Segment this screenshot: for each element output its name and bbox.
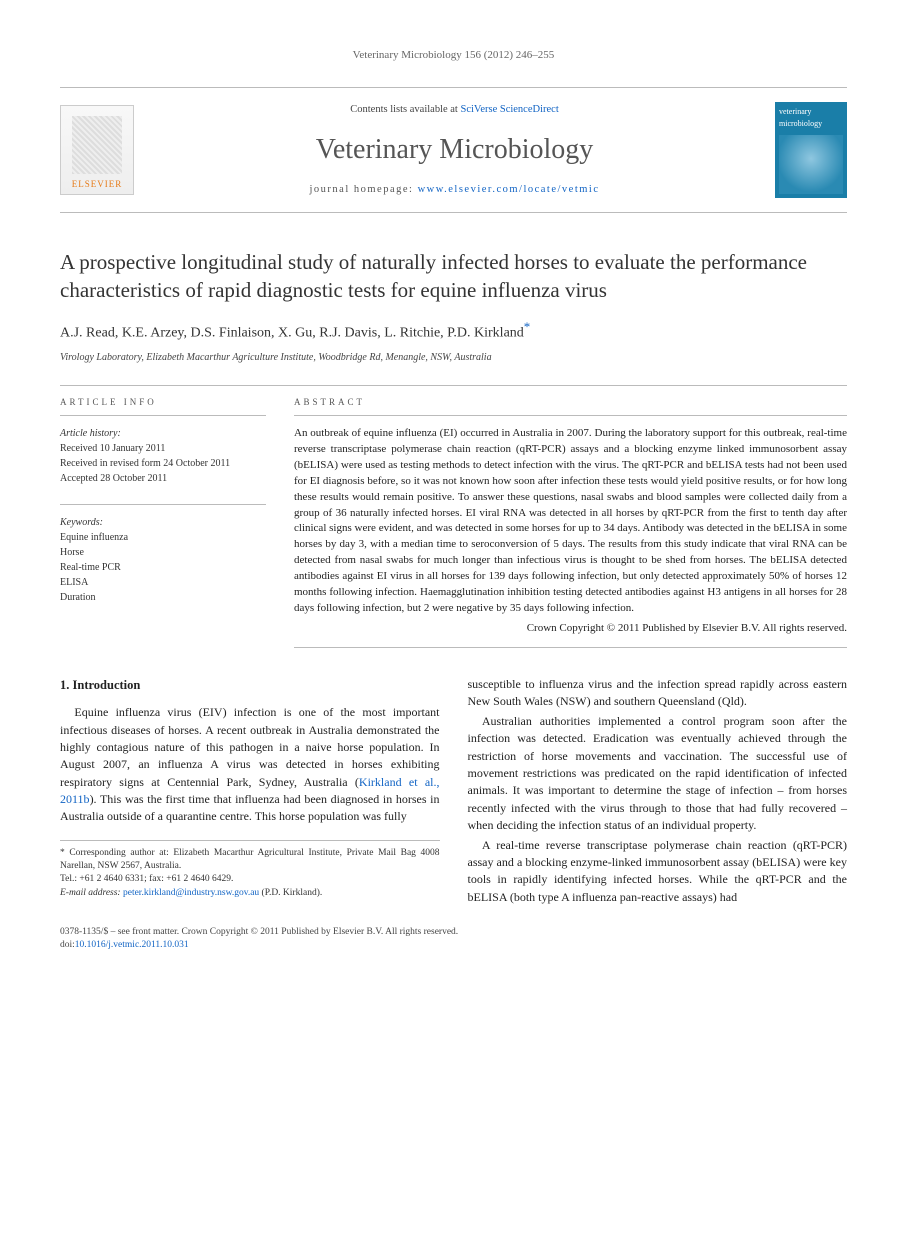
history-revised: Received in revised form 24 October 2011	[60, 456, 266, 471]
running-head: Veterinary Microbiology 156 (2012) 246–2…	[60, 48, 847, 63]
body-paragraph: Equine influenza virus (EIV) infection i…	[60, 704, 440, 826]
info-abstract-row: ARTICLE INFO Article history: Received 1…	[60, 385, 847, 648]
corr-email-line: E-mail address: peter.kirkland@industry.…	[60, 887, 440, 900]
abstract-body: An outbreak of equine influenza (EI) occ…	[294, 427, 847, 614]
issn-copyright-line: 0378-1135/$ – see front matter. Crown Co…	[60, 926, 847, 939]
doi-line: doi:10.1016/j.vetmic.2011.10.031	[60, 939, 847, 952]
journal-masthead: ELSEVIER Contents lists available at Sci…	[60, 87, 847, 213]
abstract-label: ABSTRACT	[294, 396, 847, 416]
corr-address: * Corresponding author at: Elizabeth Mac…	[60, 847, 440, 874]
keywords-block: Keywords: Equine influenza Horse Real-ti…	[60, 504, 266, 605]
keyword-item: Horse	[60, 545, 266, 560]
article-info-column: ARTICLE INFO Article history: Received 1…	[60, 396, 266, 648]
authors-text: A.J. Read, K.E. Arzey, D.S. Finlaison, X…	[60, 326, 524, 341]
history-received: Received 10 January 2011	[60, 441, 266, 456]
doi-label: doi:	[60, 940, 75, 950]
corresponding-author-mark[interactable]: *	[524, 319, 531, 334]
corresponding-author-footer: * Corresponding author at: Elizabeth Mac…	[60, 840, 440, 900]
journal-homepage-link[interactable]: www.elsevier.com/locate/vetmic	[418, 184, 600, 195]
contents-available-line: Contents lists available at SciVerse Sci…	[150, 103, 759, 118]
journal-homepage-line: journal homepage: www.elsevier.com/locat…	[150, 183, 759, 198]
corr-email-suffix: (P.D. Kirkland).	[259, 888, 322, 898]
keyword-item: Duration	[60, 590, 266, 605]
affiliation: Virology Laboratory, Elizabeth Macarthur…	[60, 351, 847, 365]
contents-prefix: Contents lists available at	[350, 104, 460, 115]
journal-cover-thumbnail: veterinary microbiology	[775, 102, 847, 198]
elsevier-logo: ELSEVIER	[60, 105, 134, 195]
body-paragraph: A real-time reverse transcriptase polyme…	[468, 837, 848, 907]
corr-tel-fax: Tel.: +61 2 4640 6331; fax: +61 2 4640 6…	[60, 873, 440, 886]
sciencedirect-link[interactable]: SciVerse ScienceDirect	[460, 104, 558, 115]
history-heading: Article history:	[60, 426, 266, 441]
email-label: E-mail address:	[60, 888, 123, 898]
article-body: 1. Introduction Equine influenza virus (…	[60, 676, 847, 906]
page-footer: 0378-1135/$ – see front matter. Crown Co…	[60, 926, 847, 953]
homepage-prefix: journal homepage:	[310, 184, 418, 195]
article-history: Article history: Received 10 January 201…	[60, 426, 266, 486]
abstract-text: An outbreak of equine influenza (EI) occ…	[294, 426, 847, 648]
keyword-item: Real-time PCR	[60, 560, 266, 575]
cover-art-icon	[779, 135, 843, 195]
body-paragraph: Australian authorities implemented a con…	[468, 713, 848, 835]
keywords-heading: Keywords:	[60, 515, 266, 530]
corr-email-link[interactable]: peter.kirkland@industry.nsw.gov.au	[123, 888, 259, 898]
journal-title: Veterinary Microbiology	[150, 130, 759, 169]
keyword-item: Equine influenza	[60, 530, 266, 545]
masthead-center: Contents lists available at SciVerse Sci…	[150, 103, 759, 198]
publisher-label: ELSEVIER	[72, 178, 123, 191]
history-accepted: Accepted 28 October 2011	[60, 471, 266, 486]
keyword-item: ELISA	[60, 575, 266, 590]
body-paragraph: susceptible to influenza virus and the i…	[468, 676, 848, 711]
elsevier-tree-icon	[72, 116, 122, 174]
cover-title: veterinary microbiology	[779, 106, 843, 128]
article-info-label: ARTICLE INFO	[60, 396, 266, 416]
section-heading-introduction: 1. Introduction	[60, 676, 440, 694]
article-title: A prospective longitudinal study of natu…	[60, 249, 847, 304]
author-list: A.J. Read, K.E. Arzey, D.S. Finlaison, X…	[60, 318, 847, 343]
abstract-copyright: Crown Copyright © 2011 Published by Else…	[294, 621, 847, 637]
abstract-column: ABSTRACT An outbreak of equine influenza…	[294, 396, 847, 648]
doi-link[interactable]: 10.1016/j.vetmic.2011.10.031	[75, 940, 189, 950]
para-text: ). This was the first time that influenz…	[60, 792, 440, 823]
